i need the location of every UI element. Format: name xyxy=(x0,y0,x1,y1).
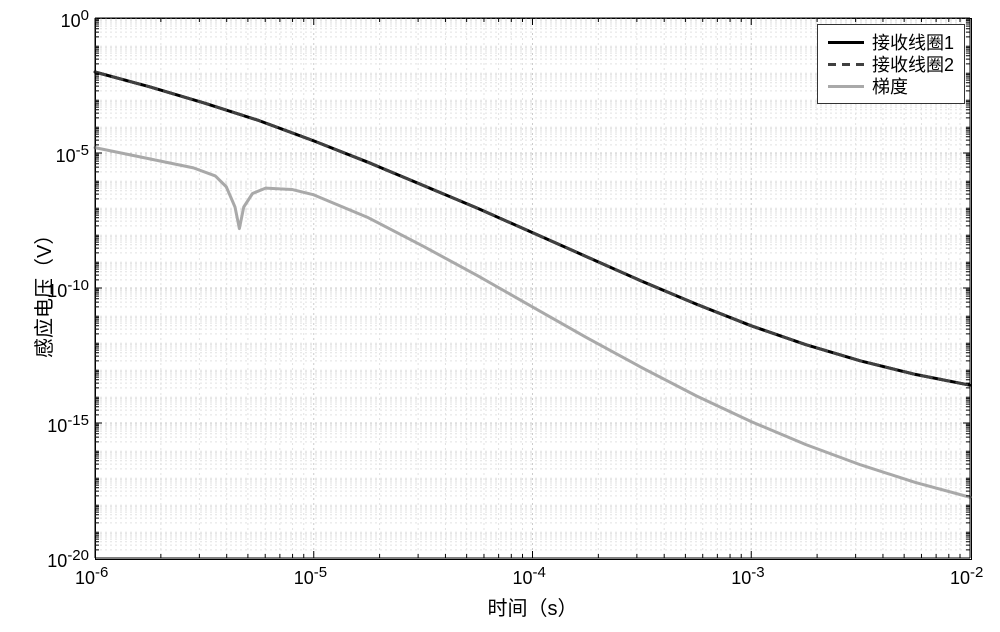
legend: 接收线圈1接收线圈2梯度 xyxy=(817,24,965,104)
legend-item: 接收线圈2 xyxy=(828,53,954,75)
chart-container: 10-2010-1510-1010-5100 10-610-510-410-31… xyxy=(0,0,1000,632)
x-axis-label: 时间（s） xyxy=(488,592,578,621)
x-tick-label: 10-2 xyxy=(950,564,983,589)
legend-item: 接收线圈1 xyxy=(828,31,954,53)
y-tick-label: 10-5 xyxy=(56,142,89,167)
legend-swatch xyxy=(828,41,864,44)
legend-swatch xyxy=(828,63,864,66)
legend-swatch xyxy=(828,85,864,88)
legend-label: 梯度 xyxy=(872,73,908,99)
x-axis-label-text: 时间（s） xyxy=(488,598,578,620)
y-axis-label: 感应电压（V） xyxy=(28,225,57,358)
y-axis-label-text: 感应电压（V） xyxy=(34,225,56,358)
x-tick-label: 10-5 xyxy=(294,564,327,589)
x-tick-label: 10-3 xyxy=(731,564,764,589)
y-tick-label: 100 xyxy=(61,7,89,32)
y-tick-label: 10-15 xyxy=(47,412,89,437)
x-tick-label: 10-4 xyxy=(513,564,546,589)
legend-item: 梯度 xyxy=(828,75,954,97)
x-tick-label: 10-6 xyxy=(75,564,108,589)
